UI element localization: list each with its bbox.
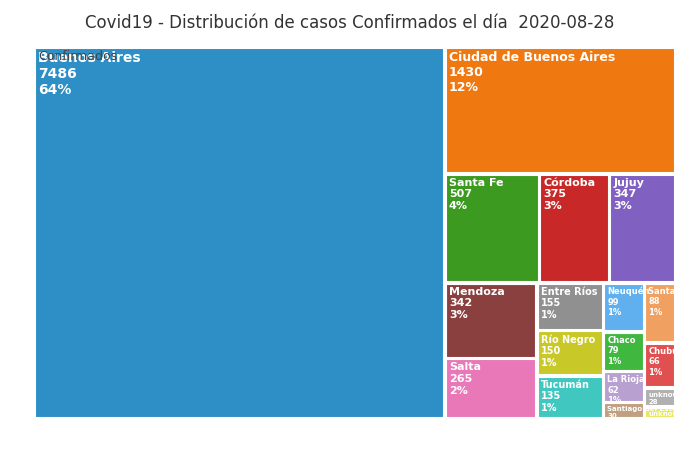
- Text: unknown2
15: unknown2 15: [648, 411, 689, 424]
- Text: Chaco
79
1%: Chaco 79 1%: [608, 336, 636, 366]
- Text: Córdoba
375
3%: Córdoba 375 3%: [543, 178, 596, 211]
- Text: Río Negro
150
1%: Río Negro 150 1%: [541, 334, 595, 368]
- Text: Buenos Aires
7486
64%: Buenos Aires 7486 64%: [38, 51, 141, 97]
- Bar: [35, 48, 444, 418]
- Bar: [604, 333, 644, 371]
- Text: Ciudad de Buenos Aires
1430
12%: Ciudad de Buenos Aires 1430 12%: [449, 51, 615, 94]
- Bar: [604, 284, 644, 332]
- Text: La Rioja
62
1%: La Rioja 62 1%: [608, 375, 645, 405]
- Bar: [538, 331, 603, 375]
- Text: Salta
265
2%: Salta 265 2%: [449, 362, 481, 396]
- Bar: [645, 389, 675, 406]
- Bar: [645, 408, 675, 418]
- Bar: [446, 360, 536, 418]
- Bar: [538, 377, 603, 418]
- Bar: [645, 344, 675, 387]
- Bar: [446, 175, 539, 282]
- Text: Santiago del Estero
30
1%: Santiago del Estero 30 1%: [608, 406, 685, 426]
- Bar: [604, 372, 644, 401]
- Bar: [604, 403, 644, 418]
- Text: Entre Ríos
155
1%: Entre Ríos 155 1%: [541, 287, 597, 320]
- Text: unknown1
28: unknown1 28: [648, 392, 689, 405]
- Text: Chubut
66
1%: Chubut 66 1%: [648, 347, 682, 377]
- Bar: [610, 175, 675, 282]
- Text: Neuquén
99
1%: Neuquén 99 1%: [608, 287, 650, 317]
- Text: Santa Cruz
88
1%: Santa Cruz 88 1%: [648, 287, 700, 316]
- Text: Tucumán
135
1%: Tucumán 135 1%: [541, 380, 589, 413]
- Bar: [446, 48, 675, 173]
- Bar: [540, 175, 609, 282]
- Text: Mendoza
342
3%: Mendoza 342 3%: [449, 287, 505, 320]
- Bar: [446, 284, 536, 358]
- Bar: [645, 284, 675, 342]
- Text: Covid19 - Distribución de casos Confirmados el día  2020-08-28: Covid19 - Distribución de casos Confirma…: [85, 14, 615, 32]
- Text: Confirmados: Confirmados: [38, 50, 118, 63]
- Text: Santa Fe
507
4%: Santa Fe 507 4%: [449, 178, 503, 211]
- Bar: [538, 284, 603, 329]
- Text: Jujuy
347
3%: Jujuy 347 3%: [613, 178, 644, 211]
